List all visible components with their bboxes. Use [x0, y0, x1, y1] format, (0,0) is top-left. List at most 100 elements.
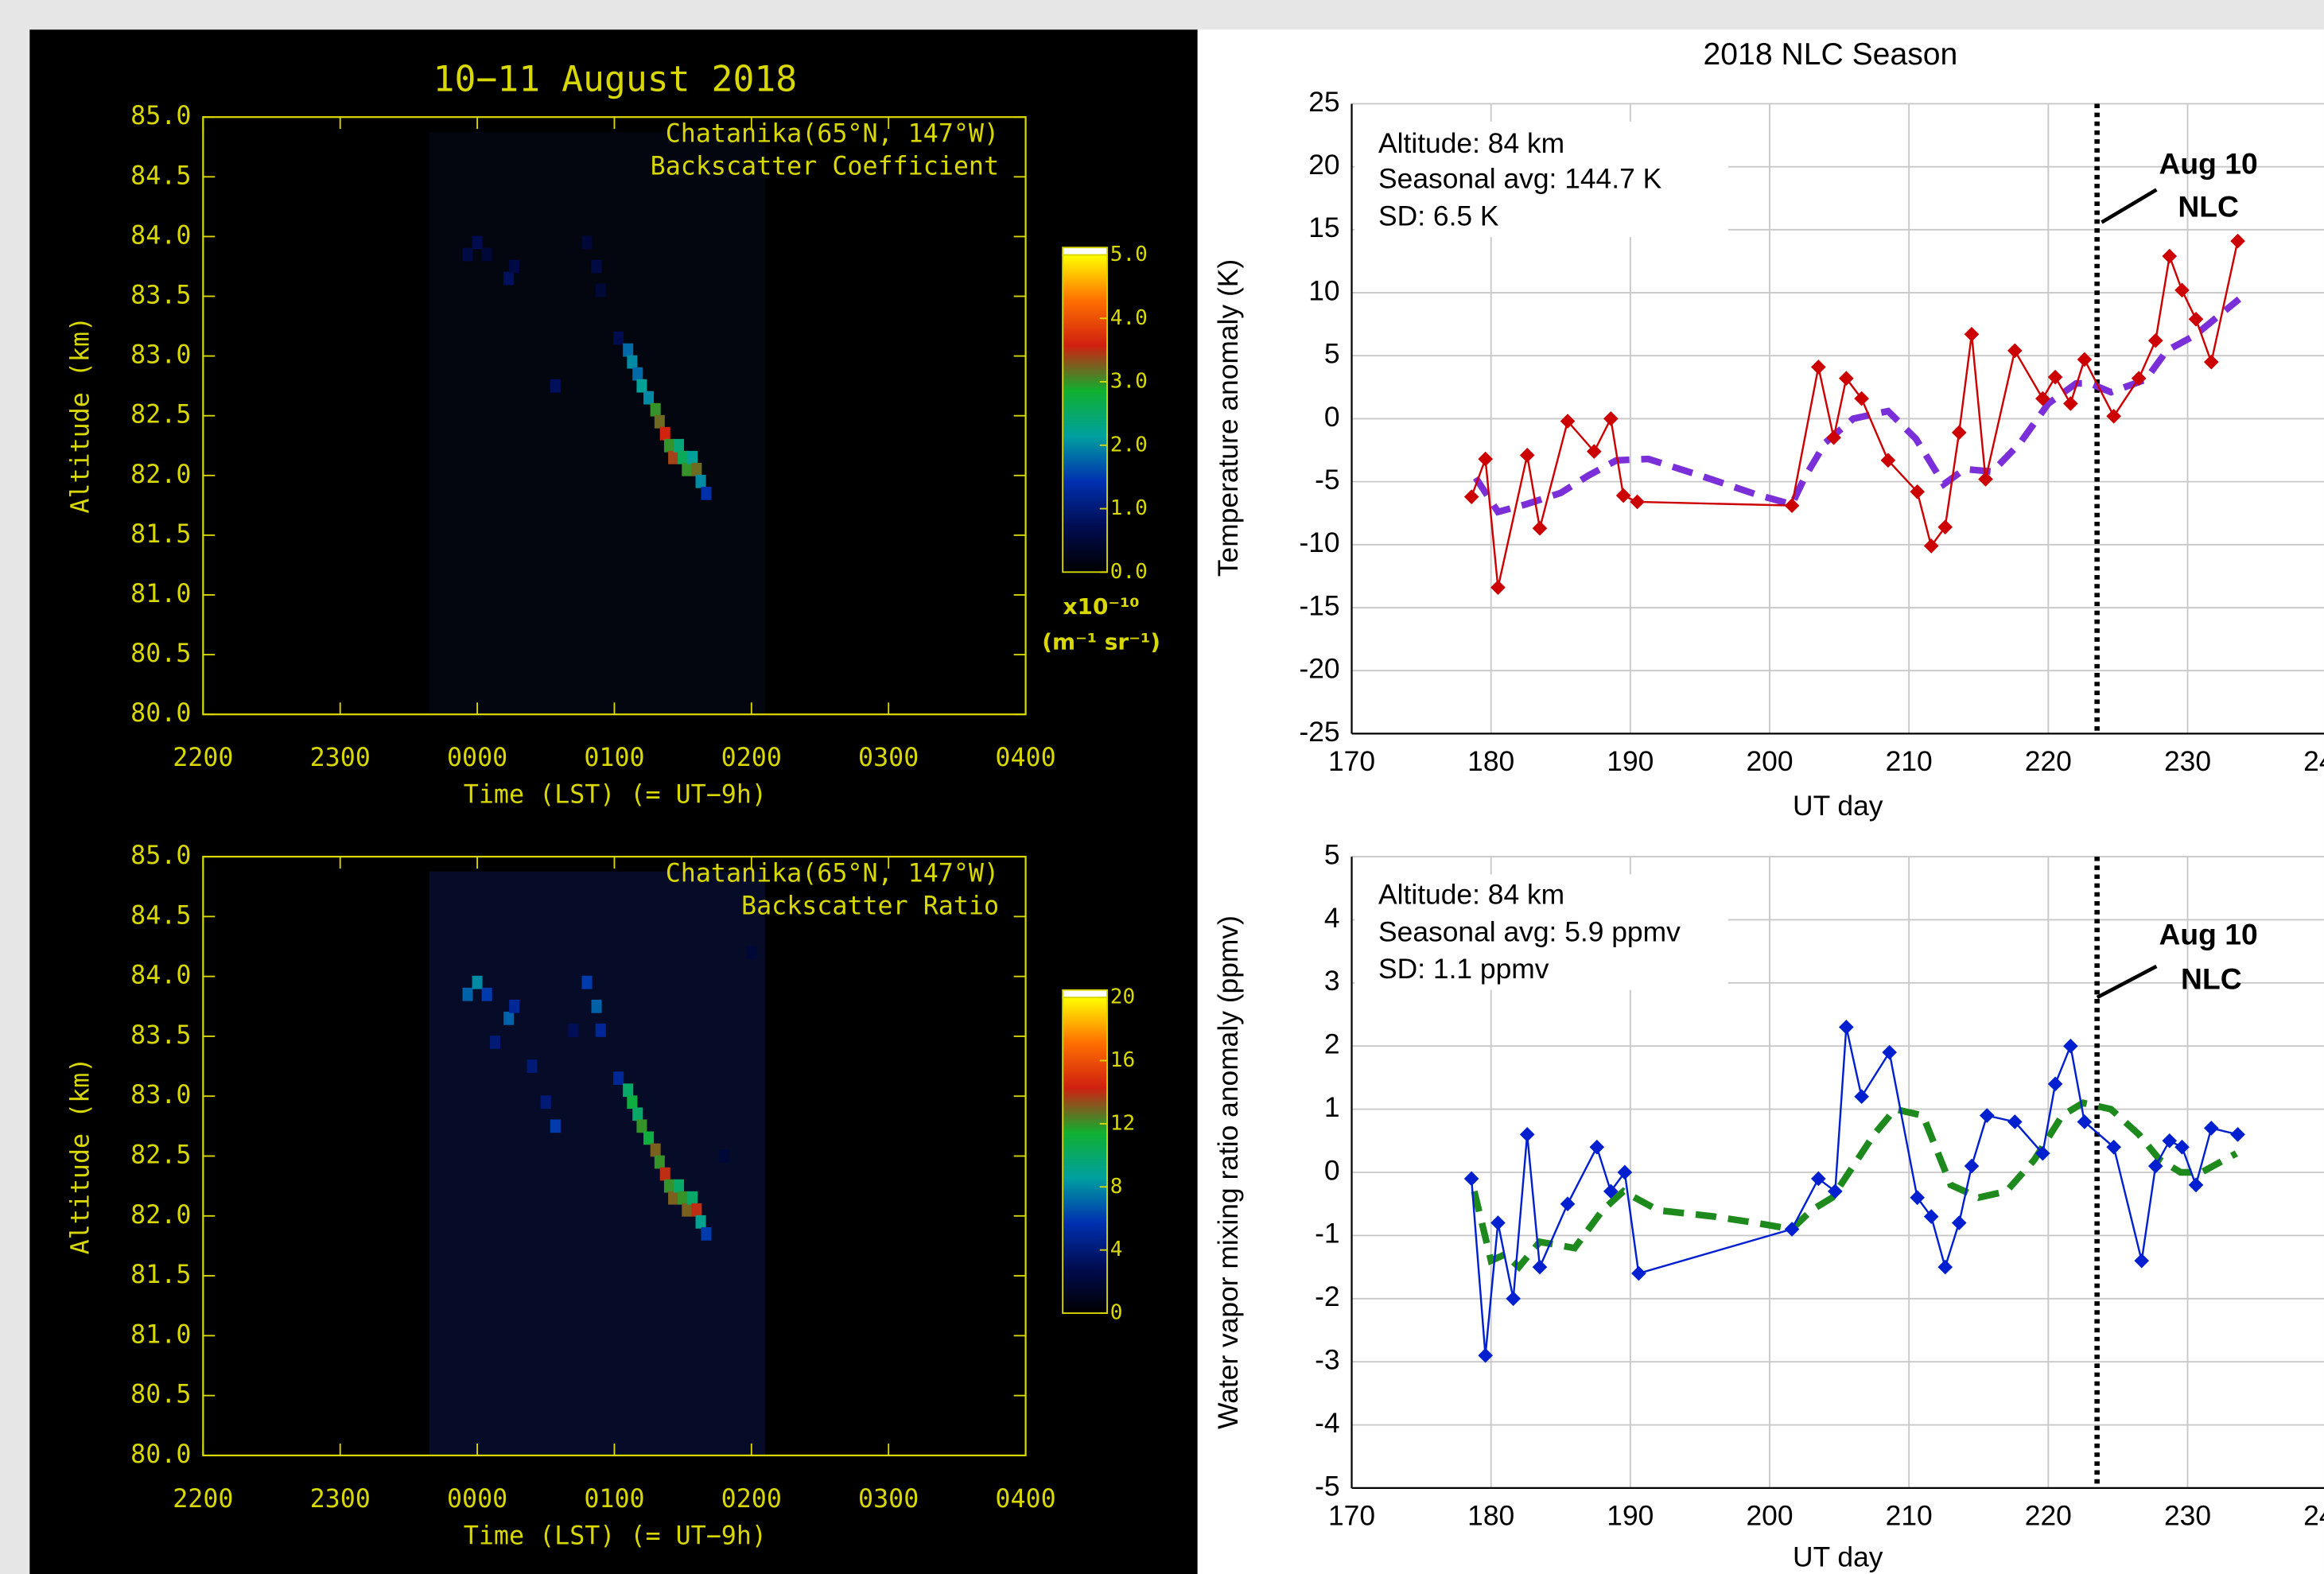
colorbar-tick-label: 12 — [1110, 1111, 1135, 1135]
water-vapor-chart: -5 -4 -3 -2 -1 0 1 2 3 4 5 170 180 190 200 210 220 230 240… — [1212, 838, 2324, 1573]
noise-band — [429, 131, 766, 715]
x-tick-label: 0300 — [858, 1485, 919, 1514]
x-tick-label: 0200 — [721, 744, 782, 772]
y-axis-label: Altitude (km) — [67, 1058, 95, 1255]
y-tick-label: 81.5 — [130, 1261, 191, 1289]
colorbar — [1062, 997, 1108, 1314]
x-axis-label: Time (LST) (= UT−9h) — [464, 1522, 767, 1550]
heat-cell — [654, 1155, 665, 1169]
data-line — [1470, 1027, 2238, 1356]
colorbar-tick-label: 3.0 — [1110, 370, 1148, 394]
data-marker — [2007, 343, 2023, 359]
event-pointer — [2096, 964, 2158, 1000]
heat-cell — [636, 1119, 647, 1133]
x-tick-label: 0400 — [995, 1485, 1055, 1514]
event-label: NLC — [2181, 962, 2242, 995]
data-marker — [2188, 311, 2204, 327]
heat-cell — [623, 1083, 634, 1098]
x-tick-label: 180 — [1467, 745, 1514, 777]
noise-band — [429, 871, 766, 1455]
y-axis-label: Temperature anomaly (K) — [1212, 259, 1244, 577]
x-tick-label: 210 — [1886, 745, 1933, 777]
y-tick-label: 84.5 — [130, 161, 191, 190]
data-marker — [2063, 396, 2078, 411]
x-tick-label: 170 — [1328, 745, 1375, 777]
y-tick-label: -2 — [1315, 1281, 1339, 1312]
data-marker — [1854, 391, 1869, 406]
data-marker — [2047, 1076, 2063, 1092]
x-tick-label: 0100 — [584, 1485, 644, 1514]
y-tick-label: 83.5 — [130, 1021, 191, 1050]
y-tick-label: 82.0 — [130, 1201, 191, 1230]
x-tick-label: 0300 — [858, 744, 919, 772]
x-tick-label: 0100 — [584, 744, 644, 772]
y-tick-label: 84.0 — [130, 962, 191, 990]
heat-cell — [581, 975, 593, 989]
temperature-chart: -25 -20 -15 -10 -5 0 5 10 15 20 25 170 180 190 200 210 2… — [1212, 37, 2324, 822]
annotation-box — [1354, 874, 1728, 990]
heat-cell — [489, 1036, 501, 1049]
heat-cell — [613, 331, 624, 345]
heat-cell — [643, 1131, 655, 1145]
data-marker — [1839, 371, 1854, 387]
heat-cell — [627, 1095, 638, 1110]
x-tick-label: 240 — [2303, 1500, 2324, 1532]
x-tick-label: 200 — [1746, 745, 1793, 777]
heat-cell — [668, 1191, 679, 1205]
y-tick-label: 5 — [1324, 838, 1340, 870]
y-tick-label: -5 — [1315, 1470, 1339, 1502]
data-marker — [1923, 538, 1939, 554]
annotation: Seasonal avg: 5.9 ppmv — [1378, 915, 1681, 947]
heat-cell — [591, 999, 602, 1013]
heat-cell — [682, 462, 693, 476]
colorbar — [1062, 254, 1108, 573]
x-tick-label: 2200 — [173, 1485, 233, 1514]
heat-cell — [673, 438, 684, 453]
y-tick-label: 20 — [1308, 149, 1339, 181]
data-marker — [1964, 1158, 1980, 1174]
annotation: Chatanika(65°N, 147°W) — [666, 859, 999, 888]
colorbar-label: (m⁻¹ sr⁻¹) — [1042, 629, 1160, 655]
y-tick-label: 85.0 — [130, 841, 191, 870]
heat-cell — [595, 283, 606, 297]
heat-cell — [663, 1179, 674, 1193]
data-marker — [2230, 233, 2245, 249]
data-marker — [2203, 1121, 2219, 1136]
y-tick-label: -20 — [1299, 653, 1339, 685]
data-marker — [2203, 354, 2219, 370]
heatmap-top: 80.0 80.5 81.0 81.5 82.0 82.5 83.0 83.5 84.0 84.5… — [67, 57, 1160, 809]
y-tick-label: 82.0 — [130, 461, 191, 489]
data-marker — [1839, 1020, 1854, 1035]
data-marker — [2174, 282, 2190, 298]
y-tick-label: 83.0 — [130, 1081, 191, 1110]
heat-cell — [746, 946, 757, 959]
colorbar-tick-label: 5.0 — [1110, 243, 1148, 266]
y-tick-label: 82.5 — [130, 401, 191, 429]
y-tick-label: 80.5 — [130, 1381, 191, 1409]
annotation-box — [1354, 121, 1728, 238]
data-marker — [2007, 1114, 2023, 1129]
data-marker — [2035, 1145, 2050, 1161]
colorbar-tick-label: 1.0 — [1110, 496, 1148, 520]
heat-cell — [591, 259, 602, 274]
y-axis-label: Water vapor mixing ratio anomaly (ppmv) — [1212, 915, 1244, 1429]
heat-cell — [695, 1215, 706, 1229]
heat-cell — [550, 1119, 561, 1133]
y-tick-label: -25 — [1299, 716, 1339, 748]
y-tick-label: 81.5 — [130, 520, 191, 549]
heat-cell — [659, 426, 670, 441]
data-marker — [1951, 1215, 1967, 1230]
heat-cell — [462, 247, 473, 262]
data-marker — [1506, 1291, 1521, 1307]
heat-cell — [691, 462, 702, 476]
data-marker — [2162, 1133, 2178, 1148]
x-tick-label: 200 — [1746, 1500, 1793, 1532]
data-marker — [2188, 1177, 2204, 1193]
x-tick-label: 220 — [2025, 745, 2072, 777]
y-tick-label: -5 — [1315, 464, 1339, 496]
annotation: Backscatter Coefficient — [651, 153, 999, 181]
data-marker — [1784, 1222, 1800, 1237]
colorbar-tick-label: 4 — [1110, 1238, 1123, 1261]
colorbar-tick-label: 4.0 — [1110, 306, 1148, 330]
